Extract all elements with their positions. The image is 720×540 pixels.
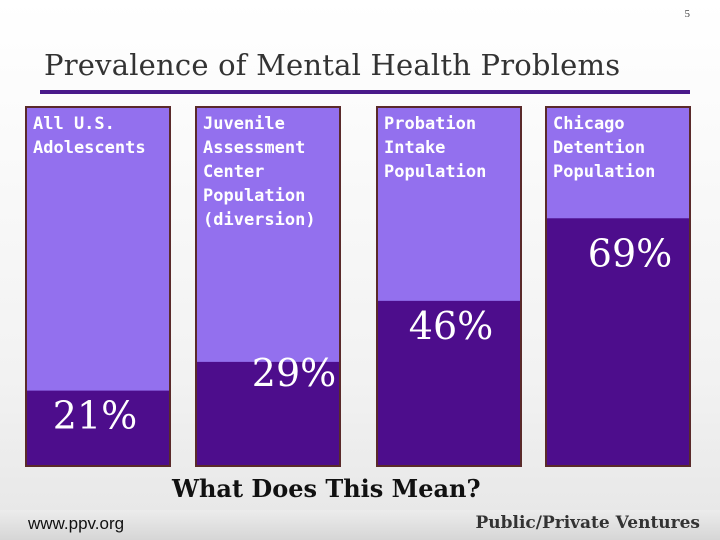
bar-3: [378, 300, 520, 465]
title-underline: [40, 90, 690, 94]
bar-1: [27, 390, 169, 465]
category-label-4-line-2: Detention: [553, 138, 645, 158]
value-label-3: 46%: [409, 304, 493, 348]
value-label-1: 21%: [53, 394, 137, 438]
category-label-2-line-3: Center: [203, 162, 264, 182]
category-label-2-line-5: (diversion): [203, 210, 316, 230]
category-label-3-line-2: Intake: [384, 138, 445, 158]
category-label-4-line-1: Chicago: [553, 114, 625, 134]
category-label-2-line-2: Assessment: [203, 138, 305, 158]
subtitle: What Does This Mean?: [172, 474, 481, 503]
category-label-2-line-4: Population: [203, 186, 305, 206]
slide-number: 5: [684, 8, 691, 20]
category-label-2-line-1: Juvenile: [203, 114, 285, 134]
category-label-1-line-2: Adolescents: [33, 138, 146, 158]
bar-4: [547, 218, 689, 465]
footer-organization: Public/Private Ventures: [475, 513, 700, 533]
footer-bar: [0, 510, 720, 540]
bar-2: [197, 361, 339, 465]
page-title: Prevalence of Mental Health Problems: [44, 48, 621, 82]
category-label-3-line-1: Probation: [384, 114, 476, 134]
value-label-4: 69%: [588, 231, 672, 275]
category-label-4-line-3: Population: [553, 162, 655, 182]
category-label-1-line-1: All U.S.: [33, 114, 115, 134]
footer-url[interactable]: www.ppv.org: [28, 514, 125, 533]
category-label-3-line-3: Population: [384, 162, 486, 182]
value-label-2: 29%: [252, 351, 336, 395]
